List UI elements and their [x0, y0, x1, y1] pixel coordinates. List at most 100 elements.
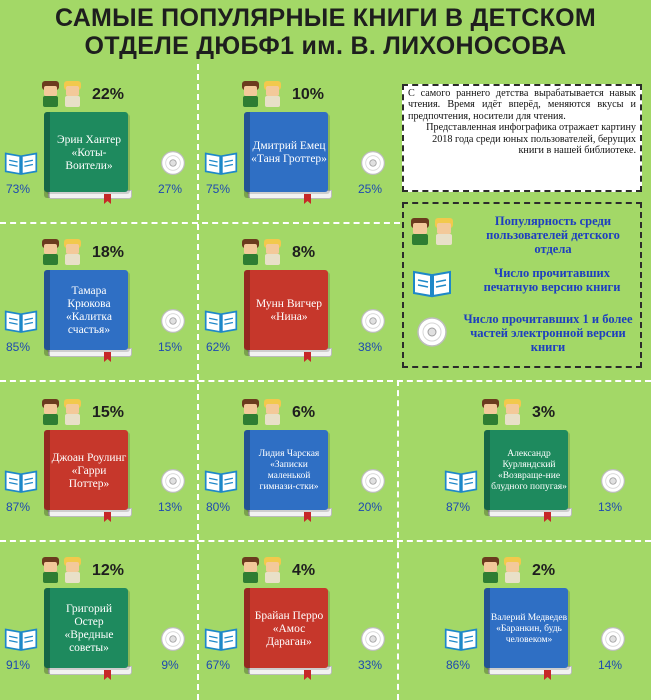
children-icon	[42, 239, 81, 265]
open-book-icon	[204, 470, 238, 493]
children-icon	[42, 81, 81, 107]
children-icon	[242, 399, 281, 425]
book-cover: Тамара Крюкова «Калитка счастья»	[44, 270, 134, 362]
book-title: Тамара Крюкова «Калитка счастья»	[66, 285, 112, 336]
grid-divider	[0, 540, 651, 542]
book-cover: Дмитрий Емец «Таня Гроттер»	[244, 112, 334, 204]
electronic-percent: 38%	[357, 340, 383, 354]
book-cover: Лидия Чарская «Записки маленькой гимнази…	[244, 430, 334, 522]
page-title: САМЫЕ ПОПУЛЯРНЫЕ КНИГИ В ДЕТСКОМ ОТДЕЛЕ …	[0, 4, 651, 60]
children-icon	[42, 557, 81, 583]
disc-icon	[361, 151, 385, 175]
description-paragraph: С самого раннего детства вырабатывается …	[408, 88, 636, 122]
book-cover: Брайан Перро «Амос Дараган»	[244, 588, 334, 680]
legend-popularity-text: Популярность среди пользователей детског…	[486, 214, 620, 256]
print-percent: 87%	[446, 500, 471, 514]
book-title: Джоан Роулинг «Гарри Поттер»	[51, 451, 127, 490]
book-title: Валерий Медведев «Баранкин, будь человек…	[490, 612, 568, 645]
popularity-value: 3%	[532, 404, 556, 421]
legend-item-print: Число прочитавших печатную версию книги	[404, 262, 640, 308]
open-book-icon	[444, 470, 478, 493]
disc-icon	[601, 627, 625, 651]
electronic-percent: 13%	[597, 500, 623, 514]
print-percent: 86%	[446, 658, 471, 672]
grid-divider	[0, 380, 651, 382]
legend-item-electronic: Число прочитавших 1 и более частей элект…	[404, 310, 640, 368]
electronic-percent: 15%	[157, 340, 183, 354]
electronic-percent: 25%	[357, 182, 383, 196]
legend-electronic-text: Число прочитавших 1 и более частей элект…	[463, 312, 633, 354]
popularity-value: 6%	[292, 404, 316, 421]
open-book-icon	[4, 470, 38, 493]
electronic-percent: 13%	[157, 500, 183, 514]
popularity-value: 4%	[292, 562, 316, 579]
disc-icon	[161, 627, 185, 651]
title-line-1: САМЫЕ ПОПУЛЯРНЫЕ КНИГИ В ДЕТСКОМ	[54, 4, 597, 32]
book-card: 15% Джоан Роулинг «Гарри Поттер» 87% 13%	[0, 390, 200, 540]
description-box: С самого раннего детства вырабатывается …	[402, 84, 642, 192]
children-icon	[242, 239, 281, 265]
book-title: Лидия Чарская «Записки маленькой гимнази…	[258, 449, 320, 492]
book-cover: Джоан Роулинг «Гарри Поттер»	[44, 430, 134, 522]
disc-icon	[601, 469, 625, 493]
description-paragraph: Представленная инфографика отражает карт…	[426, 122, 636, 157]
popularity-value: 22%	[92, 86, 125, 103]
popularity-value: 18%	[92, 244, 125, 261]
open-book-icon	[204, 310, 238, 333]
print-percent: 85%	[6, 340, 31, 354]
book-cover: Александр Курляндский «Возвраще-ние блуд…	[484, 430, 574, 522]
print-percent: 75%	[206, 182, 231, 196]
disc-icon	[161, 151, 185, 175]
grid-divider	[0, 222, 400, 224]
disc-icon	[361, 309, 385, 333]
book-title: Мунн Вигчер «Нина»	[255, 298, 323, 323]
book-card: 10% Дмитрий Емец «Таня Гроттер» 75% 25%	[200, 72, 400, 222]
children-icon	[482, 557, 521, 583]
book-title: Дмитрий Емец «Таня Гроттер»	[251, 140, 327, 165]
electronic-percent: 9%	[161, 658, 179, 672]
grid-divider	[197, 64, 199, 700]
book-cover: Мунн Вигчер «Нина»	[244, 270, 334, 362]
open-book-icon	[4, 310, 38, 333]
popularity-value: 15%	[92, 404, 125, 421]
print-percent: 80%	[206, 500, 231, 514]
book-cover: Эрин Хантер «Коты-Воители»	[44, 112, 134, 204]
legend: Популярность среди пользователей детског…	[402, 202, 642, 368]
popularity-value: 8%	[292, 244, 316, 261]
open-book-icon	[4, 628, 38, 651]
book-cover: Валерий Медведев «Баранкин, будь человек…	[484, 588, 574, 680]
book-card: 4% Брайан Перро «Амос Дараган» 67% 33%	[200, 548, 400, 698]
electronic-percent: 20%	[357, 500, 383, 514]
book-title: Эрин Хантер «Коты-Воители»	[57, 133, 121, 172]
book-card: 3% Александр Курляндский «Возвраще-ние б…	[440, 390, 640, 540]
book-card: 18% Тамара Крюкова «Калитка счастья» 85%…	[0, 230, 200, 380]
open-book-icon	[4, 152, 38, 175]
open-book-icon	[413, 270, 451, 298]
book-title: Григорий Остер «Вредные советы»	[64, 603, 114, 654]
book-card: 22% Эрин Хантер «Коты-Воители» 73% 27%	[0, 72, 200, 222]
book-cover: Григорий Остер «Вредные советы»	[44, 588, 134, 680]
print-percent: 62%	[206, 340, 231, 354]
children-icon	[482, 399, 521, 425]
children-icon	[242, 81, 281, 107]
print-percent: 73%	[6, 182, 31, 196]
open-book-icon	[444, 628, 478, 651]
legend-print-text: Число прочитавших печатную версию книги	[483, 266, 621, 294]
electronic-percent: 33%	[357, 658, 383, 672]
electronic-percent: 27%	[157, 182, 183, 196]
print-percent: 91%	[6, 658, 31, 672]
popularity-value: 10%	[292, 86, 325, 103]
book-card: 12% Григорий Остер «Вредные советы» 91% …	[0, 548, 200, 698]
print-percent: 87%	[6, 500, 31, 514]
disc-icon	[361, 469, 385, 493]
book-card: 8% Мунн Вигчер «Нина» 62% 38%	[200, 230, 400, 380]
electronic-percent: 14%	[597, 658, 623, 672]
book-title: Брайан Перро «Амос Дараган»	[254, 609, 324, 648]
book-title: Александр Курляндский «Возвраще-ние блуд…	[491, 449, 567, 492]
book-card: 2% Валерий Медведев «Баранкин, будь чело…	[440, 548, 640, 698]
popularity-value: 12%	[92, 562, 125, 579]
popularity-value: 2%	[532, 562, 556, 579]
disc-icon	[361, 627, 385, 651]
disc-icon	[161, 469, 185, 493]
legend-item-popularity: Популярность среди пользователей детског…	[404, 210, 640, 260]
